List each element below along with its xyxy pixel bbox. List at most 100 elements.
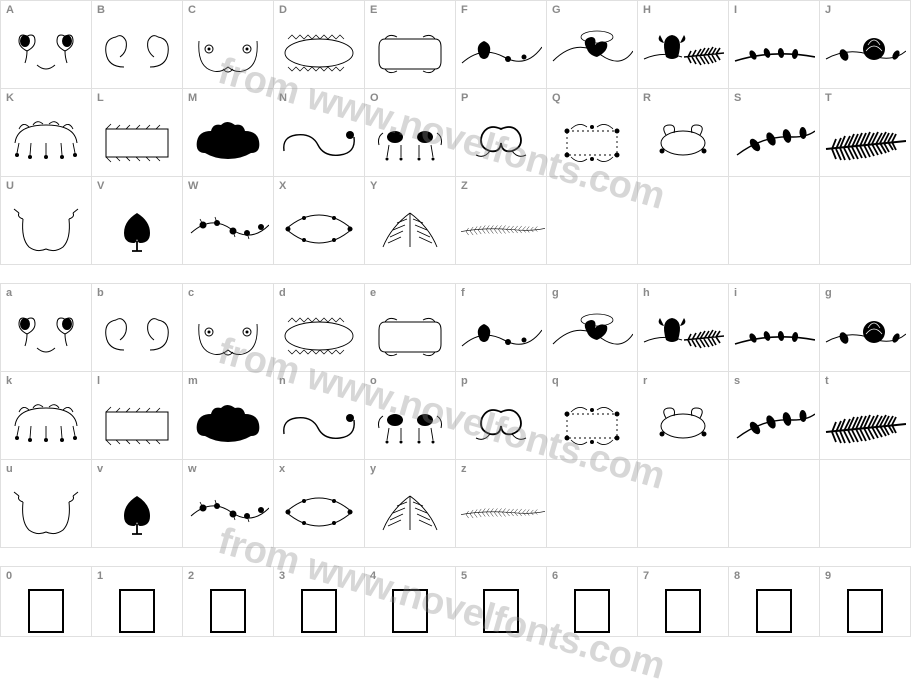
ornament-b-icon bbox=[92, 19, 182, 88]
glyph-cell: z bbox=[456, 460, 547, 548]
cell-label: p bbox=[461, 375, 468, 387]
ornament-y-icon bbox=[365, 478, 455, 547]
glyph-cell: l bbox=[92, 372, 183, 460]
ornament-u-icon bbox=[1, 195, 91, 264]
ornament-z-icon bbox=[456, 478, 546, 547]
ornament-m-icon bbox=[183, 107, 273, 176]
ornament-l-icon bbox=[92, 390, 182, 459]
glyph-cell: 3 bbox=[274, 567, 365, 637]
cell-label: U bbox=[6, 180, 14, 192]
ornament-c-icon bbox=[183, 19, 273, 88]
cell-label: o bbox=[370, 375, 377, 387]
ornament-a-icon bbox=[1, 19, 91, 88]
glyph-cell: T bbox=[820, 89, 911, 177]
ornament-q-icon bbox=[547, 390, 637, 459]
empty-box-icon bbox=[92, 585, 182, 636]
cell-label: Z bbox=[461, 180, 468, 192]
glyph-cell: Z bbox=[456, 177, 547, 265]
cell-label: 8 bbox=[734, 570, 740, 582]
glyph-cell bbox=[729, 177, 820, 265]
cell-label: A bbox=[6, 4, 14, 16]
missing-glyph-box bbox=[756, 589, 792, 633]
ornament-i-icon bbox=[729, 19, 819, 88]
empty-box-icon bbox=[547, 585, 637, 636]
cell-label: c bbox=[188, 287, 194, 299]
cell-label: t bbox=[825, 375, 829, 387]
ornament-x-icon bbox=[274, 478, 364, 547]
lowercase-section: abcdefghigklmnopqrstuvwxyz bbox=[0, 283, 911, 548]
ornament-r-icon bbox=[638, 390, 728, 459]
glyph-cell: v bbox=[92, 460, 183, 548]
glyph-cell: P bbox=[456, 89, 547, 177]
empty-box-icon bbox=[274, 585, 364, 636]
ornament-p-icon bbox=[456, 107, 546, 176]
empty-glyph bbox=[729, 195, 819, 264]
cell-label: v bbox=[97, 463, 103, 475]
glyph-cell: L bbox=[92, 89, 183, 177]
cell-label: F bbox=[461, 4, 468, 16]
glyph-cell: e bbox=[365, 284, 456, 372]
glyph-cell: y bbox=[365, 460, 456, 548]
cell-label: 4 bbox=[370, 570, 376, 582]
cell-label: z bbox=[461, 463, 467, 475]
empty-box-icon bbox=[365, 585, 455, 636]
glyph-cell: s bbox=[729, 372, 820, 460]
ornament-w-icon bbox=[183, 195, 273, 264]
cell-label: 2 bbox=[188, 570, 194, 582]
cell-label: 0 bbox=[6, 570, 12, 582]
ornament-s-icon bbox=[729, 107, 819, 176]
ornament-d-icon bbox=[274, 302, 364, 371]
glyph-cell: k bbox=[1, 372, 92, 460]
glyph-cell: C bbox=[183, 1, 274, 89]
cell-label: Y bbox=[370, 180, 377, 192]
cell-label: P bbox=[461, 92, 468, 104]
cell-label: Q bbox=[552, 92, 561, 104]
cell-label: D bbox=[279, 4, 287, 16]
glyph-cell: 5 bbox=[456, 567, 547, 637]
ornament-u-icon bbox=[1, 478, 91, 547]
glyph-cell bbox=[638, 460, 729, 548]
glyph-cell: 1 bbox=[92, 567, 183, 637]
cell-label: e bbox=[370, 287, 376, 299]
ornament-h-icon bbox=[638, 302, 728, 371]
glyph-cell: A bbox=[1, 1, 92, 89]
cell-label: G bbox=[552, 4, 561, 16]
glyph-cell: H bbox=[638, 1, 729, 89]
ornament-l-icon bbox=[92, 107, 182, 176]
missing-glyph-box bbox=[28, 589, 64, 633]
ornament-n-icon bbox=[274, 107, 364, 176]
ornament-v-icon bbox=[92, 478, 182, 547]
missing-glyph-box bbox=[301, 589, 337, 633]
glyph-cell: 0 bbox=[1, 567, 92, 637]
glyph-cell: n bbox=[274, 372, 365, 460]
glyph-cell: o bbox=[365, 372, 456, 460]
cell-label: n bbox=[279, 375, 286, 387]
ornament-a-icon bbox=[1, 302, 91, 371]
cell-label: L bbox=[97, 92, 104, 104]
cell-label: h bbox=[643, 287, 650, 299]
ornament-m-icon bbox=[183, 390, 273, 459]
cell-label: I bbox=[734, 4, 737, 16]
glyph-cell: 9 bbox=[820, 567, 911, 637]
glyph-cell: a bbox=[1, 284, 92, 372]
glyph-cell: D bbox=[274, 1, 365, 89]
glyph-cell: K bbox=[1, 89, 92, 177]
glyph-cell: b bbox=[92, 284, 183, 372]
missing-glyph-box bbox=[665, 589, 701, 633]
cell-label: f bbox=[461, 287, 465, 299]
glyph-cell: g bbox=[547, 284, 638, 372]
glyph-cell: W bbox=[183, 177, 274, 265]
glyph-cell: G bbox=[547, 1, 638, 89]
glyph-cell: N bbox=[274, 89, 365, 177]
empty-glyph bbox=[547, 478, 637, 547]
empty-glyph bbox=[729, 478, 819, 547]
glyph-cell: I bbox=[729, 1, 820, 89]
empty-box-icon bbox=[1, 585, 91, 636]
cell-label: V bbox=[97, 180, 104, 192]
ornament-h-icon bbox=[638, 19, 728, 88]
glyph-cell bbox=[547, 460, 638, 548]
glyph-cell: 4 bbox=[365, 567, 456, 637]
glyph-cell: 6 bbox=[547, 567, 638, 637]
missing-glyph-box bbox=[210, 589, 246, 633]
glyph-cell bbox=[820, 177, 911, 265]
